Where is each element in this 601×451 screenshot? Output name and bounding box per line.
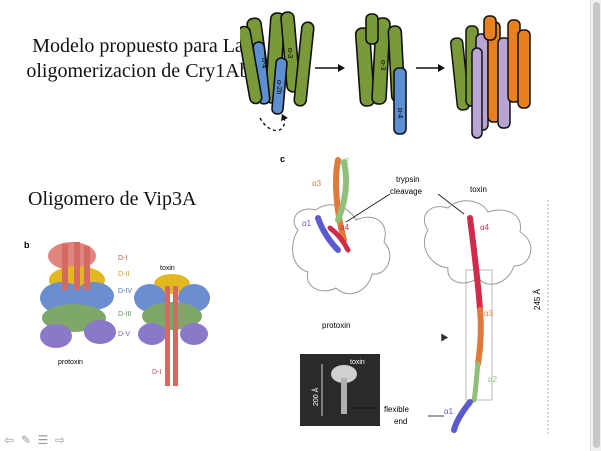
micrograph-inset <box>300 354 380 426</box>
inserted-monomer-diagram: α-3 α-4 <box>354 13 407 135</box>
label-d1-top: D-I <box>118 255 127 262</box>
inset-toxin-label: toxin <box>350 359 365 366</box>
helix-label: α-2b <box>275 80 282 94</box>
toxin-structure <box>134 274 210 386</box>
label-a3: α3 <box>312 179 322 188</box>
helix-label: α-4 <box>396 108 403 118</box>
label-a3-right: α3 <box>484 309 494 318</box>
monomer-diagram: α-3 α-4 α-2b <box>240 11 315 132</box>
label-d2: D-II <box>118 271 129 278</box>
back-arrow-icon[interactable]: ⇦ <box>3 433 15 447</box>
menu-icon[interactable]: ☰ <box>37 433 49 447</box>
label-d5: D-V <box>118 331 130 338</box>
protoxin-surface <box>292 157 391 295</box>
label-protoxin-c: protoxin <box>322 321 350 330</box>
slide-navigation: ⇦ ✎ ☰ ⇨ <box>2 433 67 447</box>
helix-label: α-4 <box>260 58 267 68</box>
label-toxin-c: toxin <box>470 185 487 194</box>
vertical-scrollbar[interactable] <box>590 0 601 451</box>
label-d3: D-III <box>118 311 131 318</box>
panel-letter: c <box>280 154 285 164</box>
label-toxin: toxin <box>160 265 175 272</box>
label-flexible: flexible <box>384 405 409 414</box>
panel-letter: b <box>24 240 30 250</box>
inset-scale-label: 200 Å <box>311 387 320 406</box>
scrollbar-thumb[interactable] <box>593 2 600 448</box>
helix-label: α-3 <box>286 48 293 58</box>
vip3a-panel-c: c α2 α3 α1 α4 trypsin cleavage protoxin … <box>280 154 549 434</box>
arrow-icon <box>315 64 345 72</box>
label-protoxin: protoxin <box>58 359 83 366</box>
label-end: end <box>394 417 407 426</box>
label-a4-right: α4 <box>480 223 490 232</box>
slide-title-vip3a: Oligomero de Vip3A <box>28 188 197 210</box>
slide-title-model: Modelo propuesto para La oligomerizacion… <box>26 35 250 82</box>
label-length: 245 Å <box>533 288 542 310</box>
protoxin-structure <box>40 242 116 348</box>
pencil-icon[interactable]: ✎ <box>20 433 32 447</box>
label-a1: α1 <box>302 219 312 228</box>
label-cleavage: cleavage <box>390 187 423 196</box>
label-d1-bottom: D-I <box>152 369 161 376</box>
toxin-surface <box>423 200 532 433</box>
helix-label: α-3 <box>379 60 386 70</box>
arrow-icon <box>416 64 445 72</box>
label-a1-right: α1 <box>444 407 454 416</box>
label-a4: α4 <box>340 223 350 232</box>
label-d4: D-IV <box>118 288 132 295</box>
label-a2-right: α2 <box>488 375 498 384</box>
forward-arrow-icon[interactable]: ⇨ <box>54 433 66 447</box>
oligomer-diagram <box>450 15 531 139</box>
cry1ab-oligomer-model: α-3 α-4 α-2b α-3 α-4 <box>240 11 531 139</box>
label-a2: α2 <box>340 157 350 166</box>
label-trypsin: trypsin <box>396 175 420 184</box>
vip3a-panel-b: b D-I D-II D-IV D-III D-V protoxin toxin… <box>24 240 210 386</box>
